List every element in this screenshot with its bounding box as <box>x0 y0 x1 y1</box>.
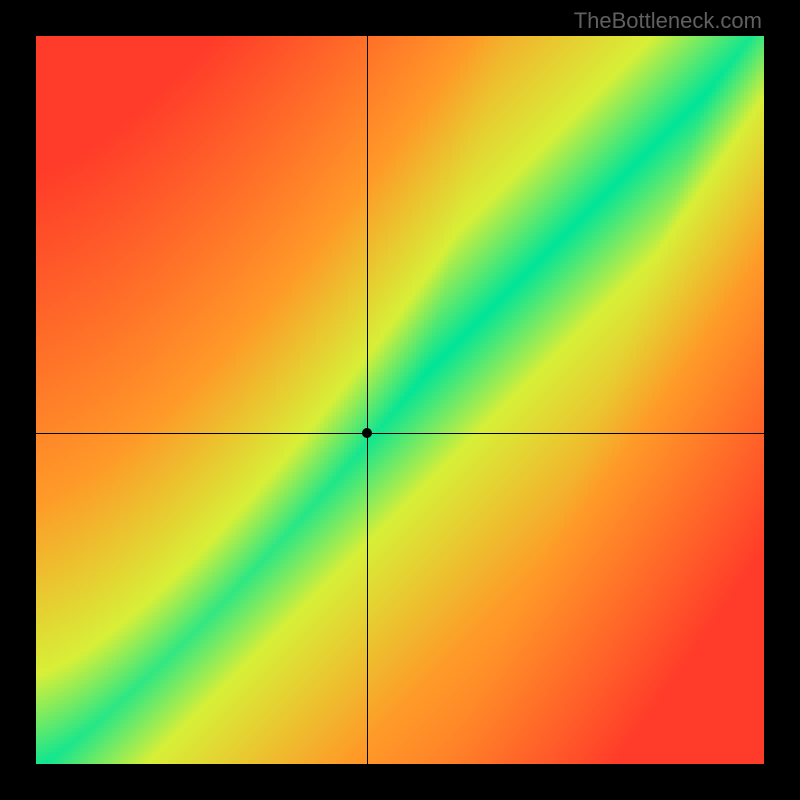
crosshair-marker <box>362 428 372 438</box>
crosshair-vertical <box>367 36 368 764</box>
crosshair-horizontal <box>36 433 764 434</box>
heatmap-canvas <box>36 36 764 764</box>
plot-area <box>36 36 764 764</box>
chart-container: TheBottleneck.com <box>0 0 800 800</box>
watermark-text: TheBottleneck.com <box>574 8 762 34</box>
